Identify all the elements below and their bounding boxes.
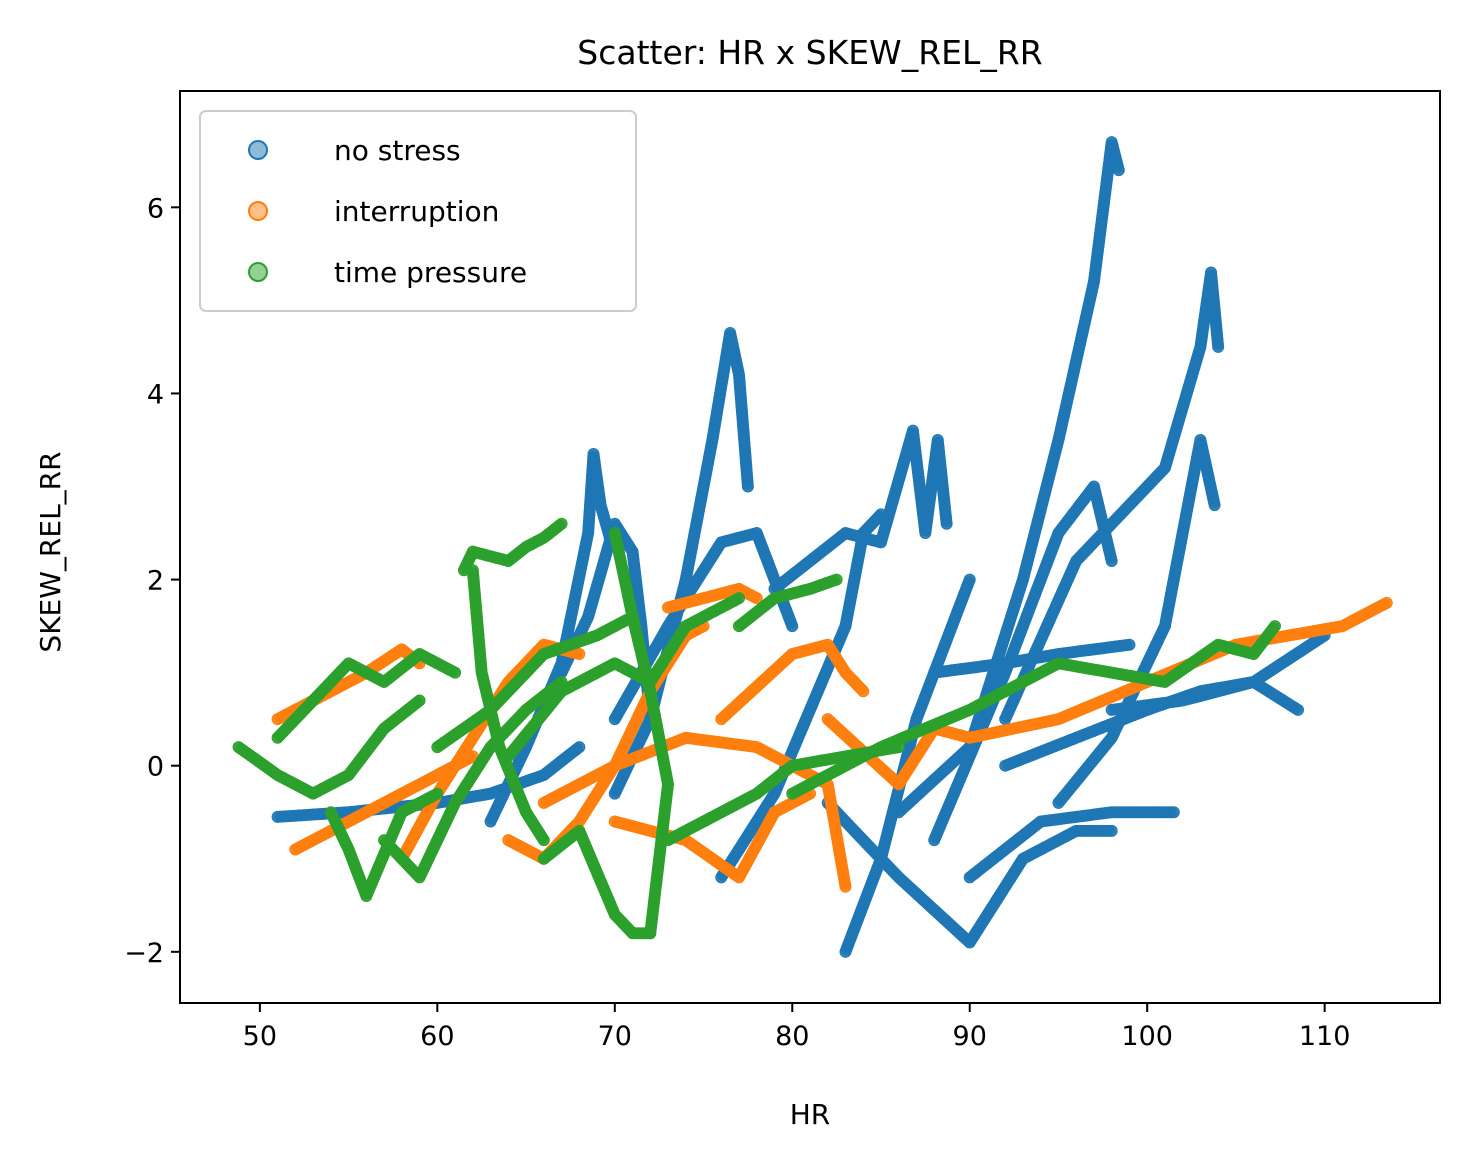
x-tick-label: 90 (953, 1021, 987, 1052)
scatter-point (1112, 164, 1125, 177)
scatter-point (449, 666, 462, 679)
chart-title: Scatter: HR x SKEW_REL_RR (577, 33, 1042, 72)
scatter-point (1292, 703, 1305, 716)
x-tick-label: 60 (420, 1021, 454, 1052)
scatter-point (857, 685, 870, 698)
legend-label: time pressure (334, 256, 527, 289)
scatter-point (413, 694, 426, 707)
scatter-point (573, 648, 586, 661)
scatter-point (963, 573, 976, 586)
scatter-point (1380, 596, 1393, 609)
scatter-point (573, 741, 586, 754)
scatter-point (1123, 638, 1136, 651)
scatter-point (750, 592, 763, 605)
y-tick-label: 4 (147, 379, 164, 410)
scatter-point (830, 573, 843, 586)
legend-marker (248, 140, 268, 160)
legend-marker (248, 262, 268, 282)
scatter-point (741, 480, 754, 493)
scatter-point (786, 620, 799, 633)
x-axis-label: HR (790, 1098, 831, 1131)
scatter-point (1105, 824, 1118, 837)
legend-label: interruption (334, 195, 499, 228)
scatter-point (1208, 499, 1221, 512)
scatter-point (537, 834, 550, 847)
x-tick-label: 70 (598, 1021, 632, 1052)
y-tick-label: 2 (147, 566, 164, 597)
legend-marker (248, 201, 268, 221)
y-tick-label: −2 (124, 938, 164, 969)
scatter-point (555, 517, 568, 530)
x-tick-label: 50 (243, 1021, 277, 1052)
y-tick-label: 0 (147, 752, 164, 783)
x-tick-label: 110 (1299, 1021, 1351, 1052)
scatter-point (733, 592, 746, 605)
legend-label: no stress (334, 134, 461, 167)
scatter-point (1105, 554, 1118, 567)
scatter-point (940, 517, 953, 530)
scatter-point (1212, 340, 1225, 353)
legend: no stress interruption time pressure (199, 110, 637, 312)
scatter-point (1268, 620, 1281, 633)
scatter-point (1167, 806, 1180, 819)
series-interruption (271, 582, 1393, 893)
scatter-point (431, 787, 444, 800)
scatter-point (839, 880, 852, 893)
x-tick-label: 100 (1121, 1021, 1173, 1052)
y-tick-label: 6 (147, 193, 164, 224)
series-layer (232, 136, 1393, 958)
y-axis-label: SKEW_REL_RR (34, 451, 67, 652)
scatter-point (644, 927, 657, 940)
x-tick-label: 80 (775, 1021, 809, 1052)
